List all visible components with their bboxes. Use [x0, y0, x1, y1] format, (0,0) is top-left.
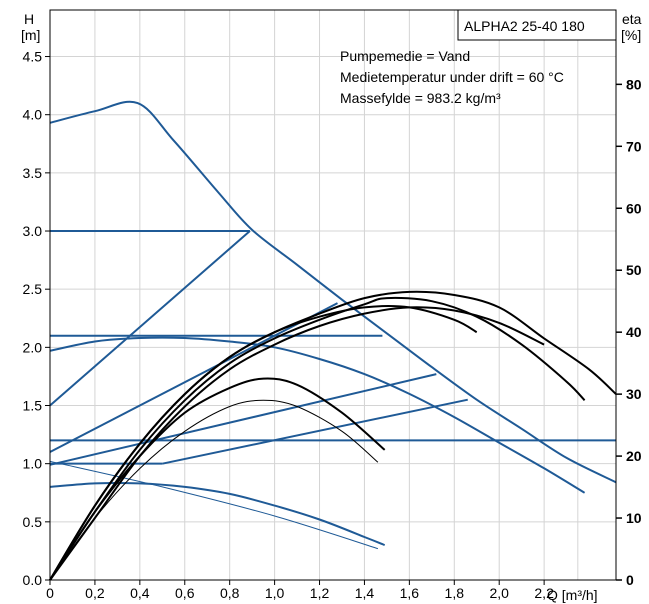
y-left-tick-label: 4.0	[23, 107, 43, 123]
head-curve-3	[49, 460, 379, 550]
axis-ticks: 0 0,2 0,4 0,6 0,8 1,0 1,2 1,4 1,6 1,8 2,0 2,2 0.0 0.5…	[23, 49, 642, 601]
y-left-tick-label: 1.5	[23, 398, 43, 414]
y-left-label-symbol: H	[24, 11, 34, 27]
annotation-density: Massefylde = 983.2 kg/m³	[340, 90, 501, 106]
efficiency-curve-2	[49, 306, 545, 581]
y-right-label-symbol: eta	[622, 11, 642, 27]
y-right-tick-label: 20	[626, 448, 642, 464]
y-right-label-unit: [%]	[621, 27, 641, 43]
efficiency-curve-1	[49, 296, 586, 581]
efficiency-curve-5	[49, 399, 379, 581]
x-axis-label: Q [m³/h]	[547, 587, 598, 603]
head-curve-2	[49, 482, 386, 547]
y-right-tick-label: 30	[626, 386, 642, 402]
y-right-tick-label: 70	[626, 138, 642, 154]
efficiency-curve-4	[49, 377, 386, 581]
proportional-pressure-line-0	[49, 230, 251, 407]
y-left-label-unit: [m]	[21, 27, 40, 43]
x-tick-label: 0	[46, 585, 54, 601]
title-box	[457, 9, 617, 41]
efficiency-curve-3	[49, 305, 478, 581]
proportional-pressure-line-2	[49, 373, 437, 466]
proportional-pressure-line-1	[49, 302, 338, 453]
x-tick-label: 1,6	[400, 585, 420, 601]
x-tick-label: 1,2	[310, 585, 330, 601]
y-left-tick-label: 2.5	[23, 281, 43, 297]
y-right-tick-label: 10	[626, 510, 642, 526]
y-right-tick-label: 80	[626, 76, 642, 92]
y-left-tick-label: 1.0	[23, 456, 43, 472]
y-right-tick-label: 60	[626, 200, 642, 216]
x-tick-label: 1,4	[355, 585, 375, 601]
y-left-tick-label: 3.5	[23, 165, 43, 181]
y-left-tick-label: 0.0	[23, 572, 43, 588]
x-tick-label: 0,6	[175, 585, 195, 601]
x-tick-label: 1,0	[265, 585, 285, 601]
x-tick-label: 0,8	[220, 585, 240, 601]
y-left-tick-label: 2.0	[23, 339, 43, 355]
y-right-tick-label: 0	[626, 572, 634, 588]
head-curve-1	[49, 336, 586, 494]
grid	[49, 10, 616, 581]
y-left-tick-label: 0.5	[23, 514, 43, 530]
head-curves	[49, 100, 617, 550]
chart-title: ALPHA2 25-40 180	[464, 18, 585, 34]
plot-frame	[49, 9, 617, 581]
head-curve-0	[49, 100, 617, 484]
efficiency-curves	[49, 290, 617, 581]
y-left-tick-label: 3.0	[23, 223, 43, 239]
x-tick-label: 1,8	[445, 585, 465, 601]
x-tick-label: 0,2	[85, 585, 105, 601]
annotation-medium: Pumpemedie = Vand	[340, 48, 470, 64]
x-tick-label: 2,2	[534, 585, 554, 601]
annotation-temperature: Medietemperatur under drift = 60 °C	[340, 69, 564, 85]
y-right-tick-label: 50	[626, 262, 642, 278]
y-left-tick-label: 4.5	[23, 49, 43, 65]
y-right-tick-label: 40	[626, 324, 642, 340]
proportional-pressure-line-3	[162, 398, 468, 465]
x-tick-label: 0,4	[130, 585, 150, 601]
x-tick-label: 2,0	[489, 585, 509, 601]
